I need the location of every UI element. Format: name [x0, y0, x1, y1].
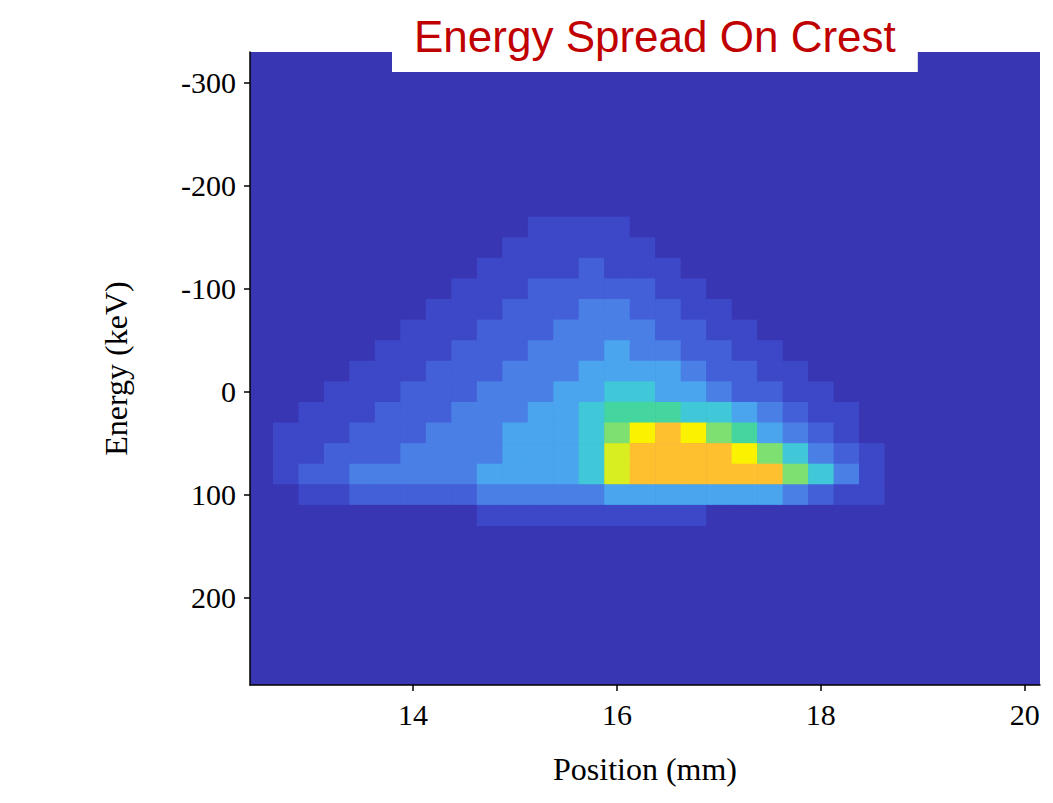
svg-text:Energy (keV): Energy (keV): [98, 281, 134, 455]
svg-text:200: 200: [191, 581, 236, 614]
svg-text:Energy Spread On Crest: Energy Spread On Crest: [414, 12, 896, 61]
svg-text:16: 16: [602, 698, 632, 731]
svg-text:-100: -100: [181, 272, 236, 305]
svg-text:20: 20: [1010, 698, 1040, 731]
svg-text:100: 100: [191, 478, 236, 511]
svg-text:-200: -200: [181, 169, 236, 202]
svg-text:Position (mm): Position (mm): [553, 751, 737, 787]
svg-text:14: 14: [398, 698, 428, 731]
svg-text:0: 0: [221, 375, 236, 408]
svg-text:18: 18: [806, 698, 836, 731]
svg-text:-300: -300: [181, 66, 236, 99]
